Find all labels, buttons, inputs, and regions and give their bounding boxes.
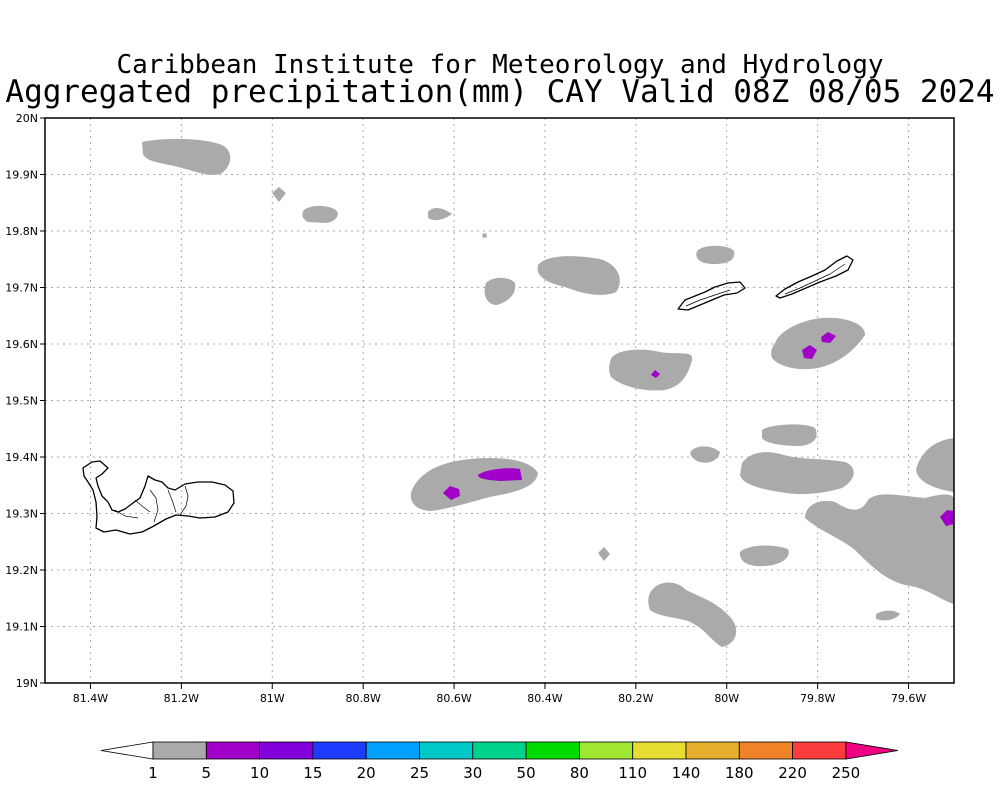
rain-area [740,452,854,495]
coastlines [82,255,854,535]
colorbar: 1 5 10 15 20 25 30 50 80 110 140 180 220 250 [100,741,898,782]
y-tick-label: 19.3N [5,508,38,521]
x-axis-ticks: 81.4W 81.2W 81W 80.8W 80.6W 80.4W 80.2W 80W 79.8… [73,683,926,705]
x-tick-label: 81W [260,692,285,705]
colorbar-swatch [365,741,420,760]
x-tick-label: 80.8W [345,692,380,705]
colorbar-label: 15 [303,764,322,782]
rain-area [696,245,735,264]
y-tick-label: 19.4N [5,451,38,464]
colorbar-swatch [419,741,474,760]
colorbar-label: 250 [832,764,861,782]
rain-area-heavy [802,345,817,359]
rain-area-heavy [821,332,836,343]
colorbar-swatch [525,741,580,760]
y-tick-label: 19.6N [5,338,38,351]
colorbar-swatch [259,741,314,760]
colorbar-swatch [472,741,527,760]
rain-area [484,277,516,305]
rain-area [805,494,954,604]
y-tick-label: 19.2N [5,564,38,577]
map-gridlines [45,118,954,683]
little-cayman-coastline [677,281,746,311]
chart-subtitle: Aggregated precipitation(mm) CAY Valid 0… [5,74,995,110]
colorbar-swatch [312,741,367,760]
rain-area [916,438,954,492]
rain-area [739,545,789,567]
y-tick-label: 19.5N [5,395,38,408]
x-tick-label: 80.4W [527,692,562,705]
colorbar-label: 1 [148,764,158,782]
colorbar-high-end [845,741,898,760]
y-axis-ticks: 20N 19.9N 19.8N 19.7N 19.6N 19.5N 19.4N 19.3N 19… [5,112,45,690]
colorbar-label: 5 [202,764,212,782]
rain-area-heavy [478,468,522,481]
rain-area-heavy [940,510,954,526]
rain-area [142,138,231,175]
colorbar-swatch [685,741,740,760]
colorbar-swatch [579,741,634,760]
x-tick-label: 81.4W [73,692,108,705]
colorbar-label: 20 [357,764,376,782]
colorbar-label: 50 [517,764,536,782]
x-tick-label: 80.2W [618,692,653,705]
colorbar-label: 10 [250,764,269,782]
y-tick-label: 19N [16,677,38,690]
rain-area [876,610,900,621]
rain-area [272,187,286,202]
colorbar-label: 80 [570,764,589,782]
precipitation-fields [142,138,954,647]
rain-area [648,582,737,647]
colorbar-label: 180 [725,764,754,782]
grand-cayman-districts [114,485,189,523]
x-tick-label: 80W [714,692,739,705]
colorbar-swatch [792,741,847,760]
rain-area [302,205,338,223]
cayman-brac-inner [784,263,846,295]
rain-area [762,424,817,446]
rain-area [609,349,693,391]
rain-area [428,208,452,221]
colorbar-swatch [738,741,793,760]
y-tick-label: 19.9N [5,169,38,182]
rain-area [598,547,610,561]
rain-area [482,233,487,238]
rain-area [771,317,866,370]
y-tick-label: 19.7N [5,282,38,295]
colorbar-label: 25 [410,764,429,782]
rain-area-heavy [443,486,460,500]
y-tick-label: 20N [16,112,38,125]
y-tick-label: 19.8N [5,225,38,238]
x-tick-label: 80.6W [436,692,471,705]
little-cayman-inner [685,289,731,307]
rain-area [690,446,720,463]
colorbar-swatch [152,741,207,760]
chart-title: Caribbean Institute for Meteorology and … [116,50,884,80]
colorbar-label: 30 [463,764,482,782]
colorbar-label: 140 [672,764,701,782]
colorbar-label: 220 [778,764,807,782]
x-tick-label: 79.8W [800,692,835,705]
colorbar-low-end [100,741,154,760]
rain-area-heavy [651,370,660,378]
grand-cayman-coastline [82,460,235,535]
x-tick-label: 81.2W [164,692,199,705]
cayman-brac-coastline [775,255,854,299]
x-tick-label: 79.6W [891,692,926,705]
colorbar-swatch [205,741,261,760]
colorbar-swatch [632,741,687,760]
rain-area [537,256,620,295]
colorbar-label: 110 [618,764,647,782]
y-tick-label: 19.1N [5,621,38,634]
